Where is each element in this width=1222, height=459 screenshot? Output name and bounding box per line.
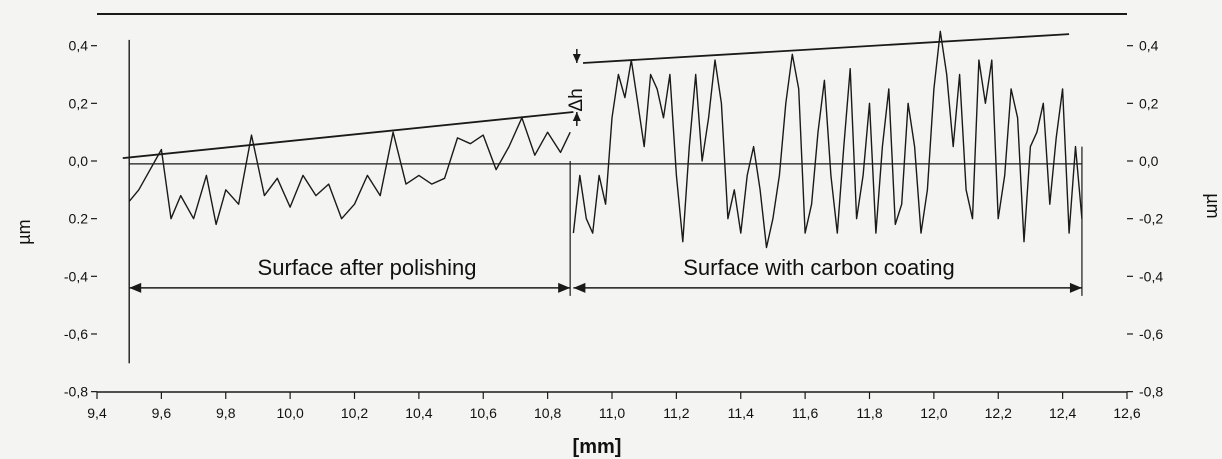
right-y-tick-label: -0,4 xyxy=(1139,268,1163,284)
x-axis-title: [mm] xyxy=(573,436,622,458)
x-tick-label: 10,2 xyxy=(341,405,368,421)
x-tick-label: 11,8 xyxy=(856,405,882,421)
left-y-tick-label: 0,2 xyxy=(69,95,89,111)
coated-surface-profile xyxy=(572,30,1083,249)
left-y-axis: 0,4 0,2 0,0 0.2 -0,4 -0,6 -0,8 xyxy=(64,38,97,400)
annotations: Surface after polishing Surface with car… xyxy=(129,48,1083,296)
x-tick-label: 11,2 xyxy=(663,405,689,421)
x-tick-label: 10,6 xyxy=(470,405,497,421)
x-tick-label: 12,0 xyxy=(920,405,947,421)
profile-series xyxy=(128,30,1083,364)
right-y-tick-label: 0,0 xyxy=(1139,153,1159,169)
x-tick-label: 9,8 xyxy=(216,405,236,421)
right-y-axis-title: µm xyxy=(1203,193,1222,218)
x-tick-label: 12,6 xyxy=(1113,405,1140,421)
left-y-tick-label: 0,0 xyxy=(69,153,89,169)
right-y-tick-label: -0,6 xyxy=(1139,326,1163,342)
x-tick-label: 10,4 xyxy=(405,405,432,421)
left-y-axis-title: µm xyxy=(14,219,34,244)
x-tick-label: 11,0 xyxy=(599,405,625,421)
x-tick-label: 11,6 xyxy=(792,405,818,421)
coated-surface-fit-line xyxy=(582,33,1070,64)
right-y-axis: 0,4 0,2 0,0 -0,2 -0,4 -0,6 -0,8 xyxy=(1127,38,1163,400)
left-y-tick-label: -0,8 xyxy=(64,384,88,400)
left-y-tick-label: 0,4 xyxy=(69,38,89,54)
left-y-tick-label: -0,4 xyxy=(64,268,88,284)
left-y-tick-label: -0,6 xyxy=(64,326,88,342)
x-axis: 9,4 9,6 9,8 10,0 10,2 10,4 10,6 10,8 11,0 11,2 11,… xyxy=(87,392,1141,421)
delta-h-top-arrow-head xyxy=(572,53,581,63)
x-tick-label: 9,6 xyxy=(152,405,172,421)
right-y-tick-label: -0,8 xyxy=(1139,384,1163,400)
x-tick-label: 12,2 xyxy=(985,405,1012,421)
x-tick-label: 12,4 xyxy=(1049,405,1076,421)
polish-range-arrow-right-head xyxy=(558,282,571,293)
x-tick-label: 11,4 xyxy=(728,405,754,421)
delta-h-label: Δh xyxy=(566,88,587,111)
coating-region-label: Surface with carbon coating xyxy=(683,255,955,280)
right-y-tick-label: 0,4 xyxy=(1139,38,1159,54)
x-tick-label: 10,0 xyxy=(277,405,304,421)
polished-surface-fit-line xyxy=(122,111,574,160)
polished-surface-profile xyxy=(128,39,571,364)
x-tick-label: 10,8 xyxy=(534,405,561,421)
polish-region-label: Surface after polishing xyxy=(258,255,477,280)
left-y-tick-label: 0.2 xyxy=(69,211,89,227)
right-y-tick-label: -0,2 xyxy=(1139,211,1163,227)
polish-range-arrow-left-head xyxy=(129,282,142,293)
right-y-tick-label: 0,2 xyxy=(1139,95,1159,111)
delta-h-bottom-arrow-head xyxy=(572,111,581,121)
reference-lines xyxy=(122,33,1082,165)
coating-range-arrow-right-head xyxy=(1069,282,1082,293)
coating-range-arrow-left-head xyxy=(573,282,586,293)
x-tick-label: 9,4 xyxy=(87,405,107,421)
